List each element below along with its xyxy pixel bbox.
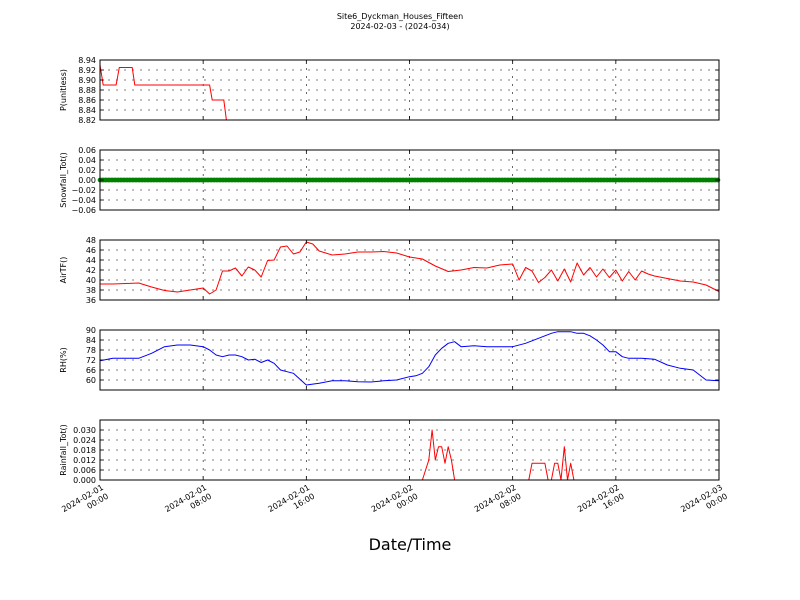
x-axis-ticks: 2024-02-0100:00 2024-02-0108:00 2024-02-01… [60,483,729,523]
y-tick-label: 8.94 [78,56,96,65]
y-axis-label: Snowfall_Tot() [59,152,68,208]
y-tick-label: 36 [86,296,96,305]
y-tick-label: 0.030 [73,426,96,435]
chart-title: Site6_Dyckman_Houses_Fifteen [337,12,463,21]
y-tick-label: 66 [86,366,96,375]
y-tick-label: −0.02 [71,186,96,195]
x-tick-label: 2024-02-0208:00 [473,483,523,523]
y-tick-label: 8.84 [78,106,96,115]
y-tick-label: 0.024 [73,436,96,445]
y-tick-label: 0.06 [78,146,96,155]
panel-1: 8.948.928.908.888.868.848.82 P(unitless) [59,56,720,125]
x-axis-label: Date/Time [369,535,452,554]
y-tick-label: 0.012 [73,456,96,465]
y-tick-label: 0.000 [73,476,96,485]
series-line [100,429,719,481]
y-tick-label: 60 [86,376,96,385]
y-tick-label: 84 [86,336,96,345]
y-tick-label: 40 [86,276,96,285]
y-axis-label: AirTF() [59,257,68,284]
x-tick-label: 2024-02-0108:00 [163,483,213,523]
y-tick-label: −0.06 [71,206,96,215]
y-tick-label: 46 [86,246,96,255]
y-tick-label: 72 [86,356,96,365]
y-tick-label: 90 [86,326,96,335]
x-tick-label: 2024-02-0100:00 [60,483,110,523]
y-tick-label: 0.04 [78,156,96,165]
y-tick-label: 8.90 [78,76,96,85]
x-tick-label: 2024-02-0200:00 [370,483,420,523]
y-axis-label: P(unitless) [59,69,68,111]
y-tick-label: 0.02 [78,166,96,175]
y-tick-label: 42 [86,266,96,275]
y-tick-label: 8.82 [78,116,96,125]
y-tick-label: 48 [86,236,96,245]
panel-2: 0.060.040.020.00−0.02−0.04−0.06Snowfall_… [59,146,721,215]
y-tick-label: 0.006 [73,466,96,475]
panels-group: 8.948.928.908.888.868.848.82 P(unitless) 0… [59,56,721,485]
y-axis-label: RH(%) [59,347,68,372]
y-tick-label: 44 [86,256,96,265]
y-tick-label: 0.018 [73,446,96,455]
y-axis-label: Rainfall_Tot() [59,424,68,476]
series-line [99,331,720,386]
y-tick-label: 78 [86,346,96,355]
x-tick-label: 2024-02-0300:00 [679,483,729,523]
y-tick-label: 8.92 [78,66,96,75]
y-tick-label: 8.88 [78,86,96,95]
y-tick-label: −0.04 [71,196,96,205]
y-tick-label: 8.86 [78,96,96,105]
x-tick-label: 2024-02-0216:00 [576,483,626,523]
y-tick-label: 0.00 [78,176,96,185]
chart-subtitle: 2024-02-03 - (2024-034) [350,22,449,31]
y-tick-label: 38 [86,286,96,295]
x-tick-label: 2024-02-0116:00 [267,483,317,523]
series-line [100,241,720,295]
